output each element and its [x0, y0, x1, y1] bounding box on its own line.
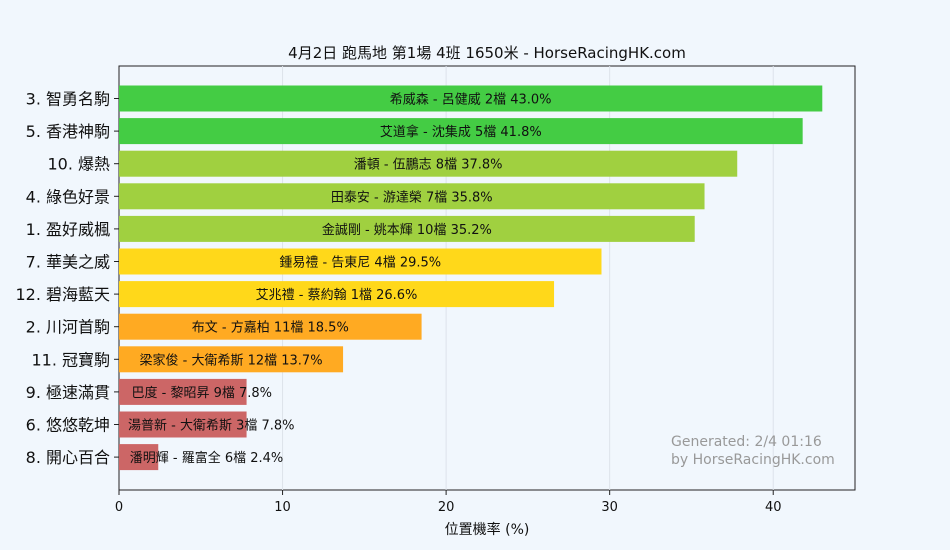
bar-label: 鍾易禮 - 告東尼 4檔 29.5%: [279, 255, 441, 271]
x-axis-label: 位置機率 (%): [445, 521, 530, 538]
bar-label: 湯普新 - 大衛希斯 3檔 7.8%: [128, 418, 295, 434]
bar: [119, 215, 695, 242]
y-category-label: 12. 碧海藍天: [15, 285, 110, 304]
y-category-label: 8. 開心百合: [26, 448, 110, 467]
watermark-line-1: Generated: 2/4 01:16: [671, 434, 822, 450]
x-tick-label: 30: [601, 500, 618, 515]
x-tick-label: 10: [274, 500, 291, 515]
bar-labels: 希威森 - 呂健威 2檔 43.0% 艾道拿 - 沈集成 5檔 41.8% 潘頓 -…: [128, 93, 552, 467]
bar-label: 布文 - 方嘉柏 11檔 18.5%: [192, 320, 349, 336]
bar: [119, 248, 602, 275]
y-category-label: 2. 川河首駒: [26, 318, 110, 337]
bar: [119, 378, 247, 405]
bar: [119, 281, 555, 308]
y-category-label: 9. 極速滿貫: [26, 383, 110, 402]
bar-label: 梁家俊 - 大衛希斯 12檔 13.7%: [140, 352, 323, 368]
y-category-label: 11. 冠寶駒: [31, 350, 110, 369]
bar-label: 金誠剛 - 姚本輝 10檔 35.2%: [322, 222, 492, 238]
bar-label: 希威森 - 呂健威 2檔 43.0%: [390, 93, 552, 108]
bar: [119, 444, 159, 471]
bar-label: 潘明輝 - 羅富全 6檔 2.4%: [130, 450, 284, 466]
bar-label: 巴度 - 黎昭昇 9檔 7.8%: [131, 385, 272, 401]
y-category-label: 7. 華美之威: [26, 253, 110, 272]
bar: [119, 313, 422, 340]
y-category-label: 4. 綠色好景: [26, 187, 110, 206]
y-category-label: 3. 智勇名駒: [26, 90, 110, 109]
bar: [119, 85, 823, 112]
y-category-label: 10. 爆熱: [47, 155, 110, 174]
y-category-label: 6. 悠悠乾坤: [26, 416, 110, 435]
chart-title: 4月2日 跑馬地 第1場 4班 1650米 - HorseRacingHK.co…: [288, 44, 686, 62]
x-tick-label: 0: [115, 500, 123, 515]
x-tick-labels: 0 10 20 30 40: [115, 490, 782, 515]
watermark-line-2: by HorseRacingHK.com: [671, 452, 835, 468]
bar-label: 艾兆禮 - 蔡約翰 1檔 26.6%: [256, 288, 418, 303]
bar-label: 潘頓 - 伍鵬志 8檔 37.8%: [354, 158, 503, 173]
bars: [119, 85, 823, 471]
bar: [119, 150, 738, 177]
bar: [119, 346, 344, 373]
y-category-labels: 3. 智勇名駒 5. 香港神駒 10. 爆熱 4. 綠色好景 1. 盈好威楓 7. 華美之…: [15, 90, 119, 467]
y-category-label: 1. 盈好威楓: [26, 220, 110, 239]
bar-label: 艾道拿 - 沈集成 5檔 41.8%: [380, 124, 542, 140]
y-category-label: 5. 香港神駒: [26, 122, 110, 141]
x-tick-label: 20: [438, 500, 455, 515]
x-tick-label: 40: [765, 500, 782, 515]
bar: [119, 183, 705, 210]
bar: [119, 411, 247, 438]
bar-label: 田泰安 - 游達榮 7檔 35.8%: [331, 190, 493, 205]
bar: [119, 118, 803, 145]
